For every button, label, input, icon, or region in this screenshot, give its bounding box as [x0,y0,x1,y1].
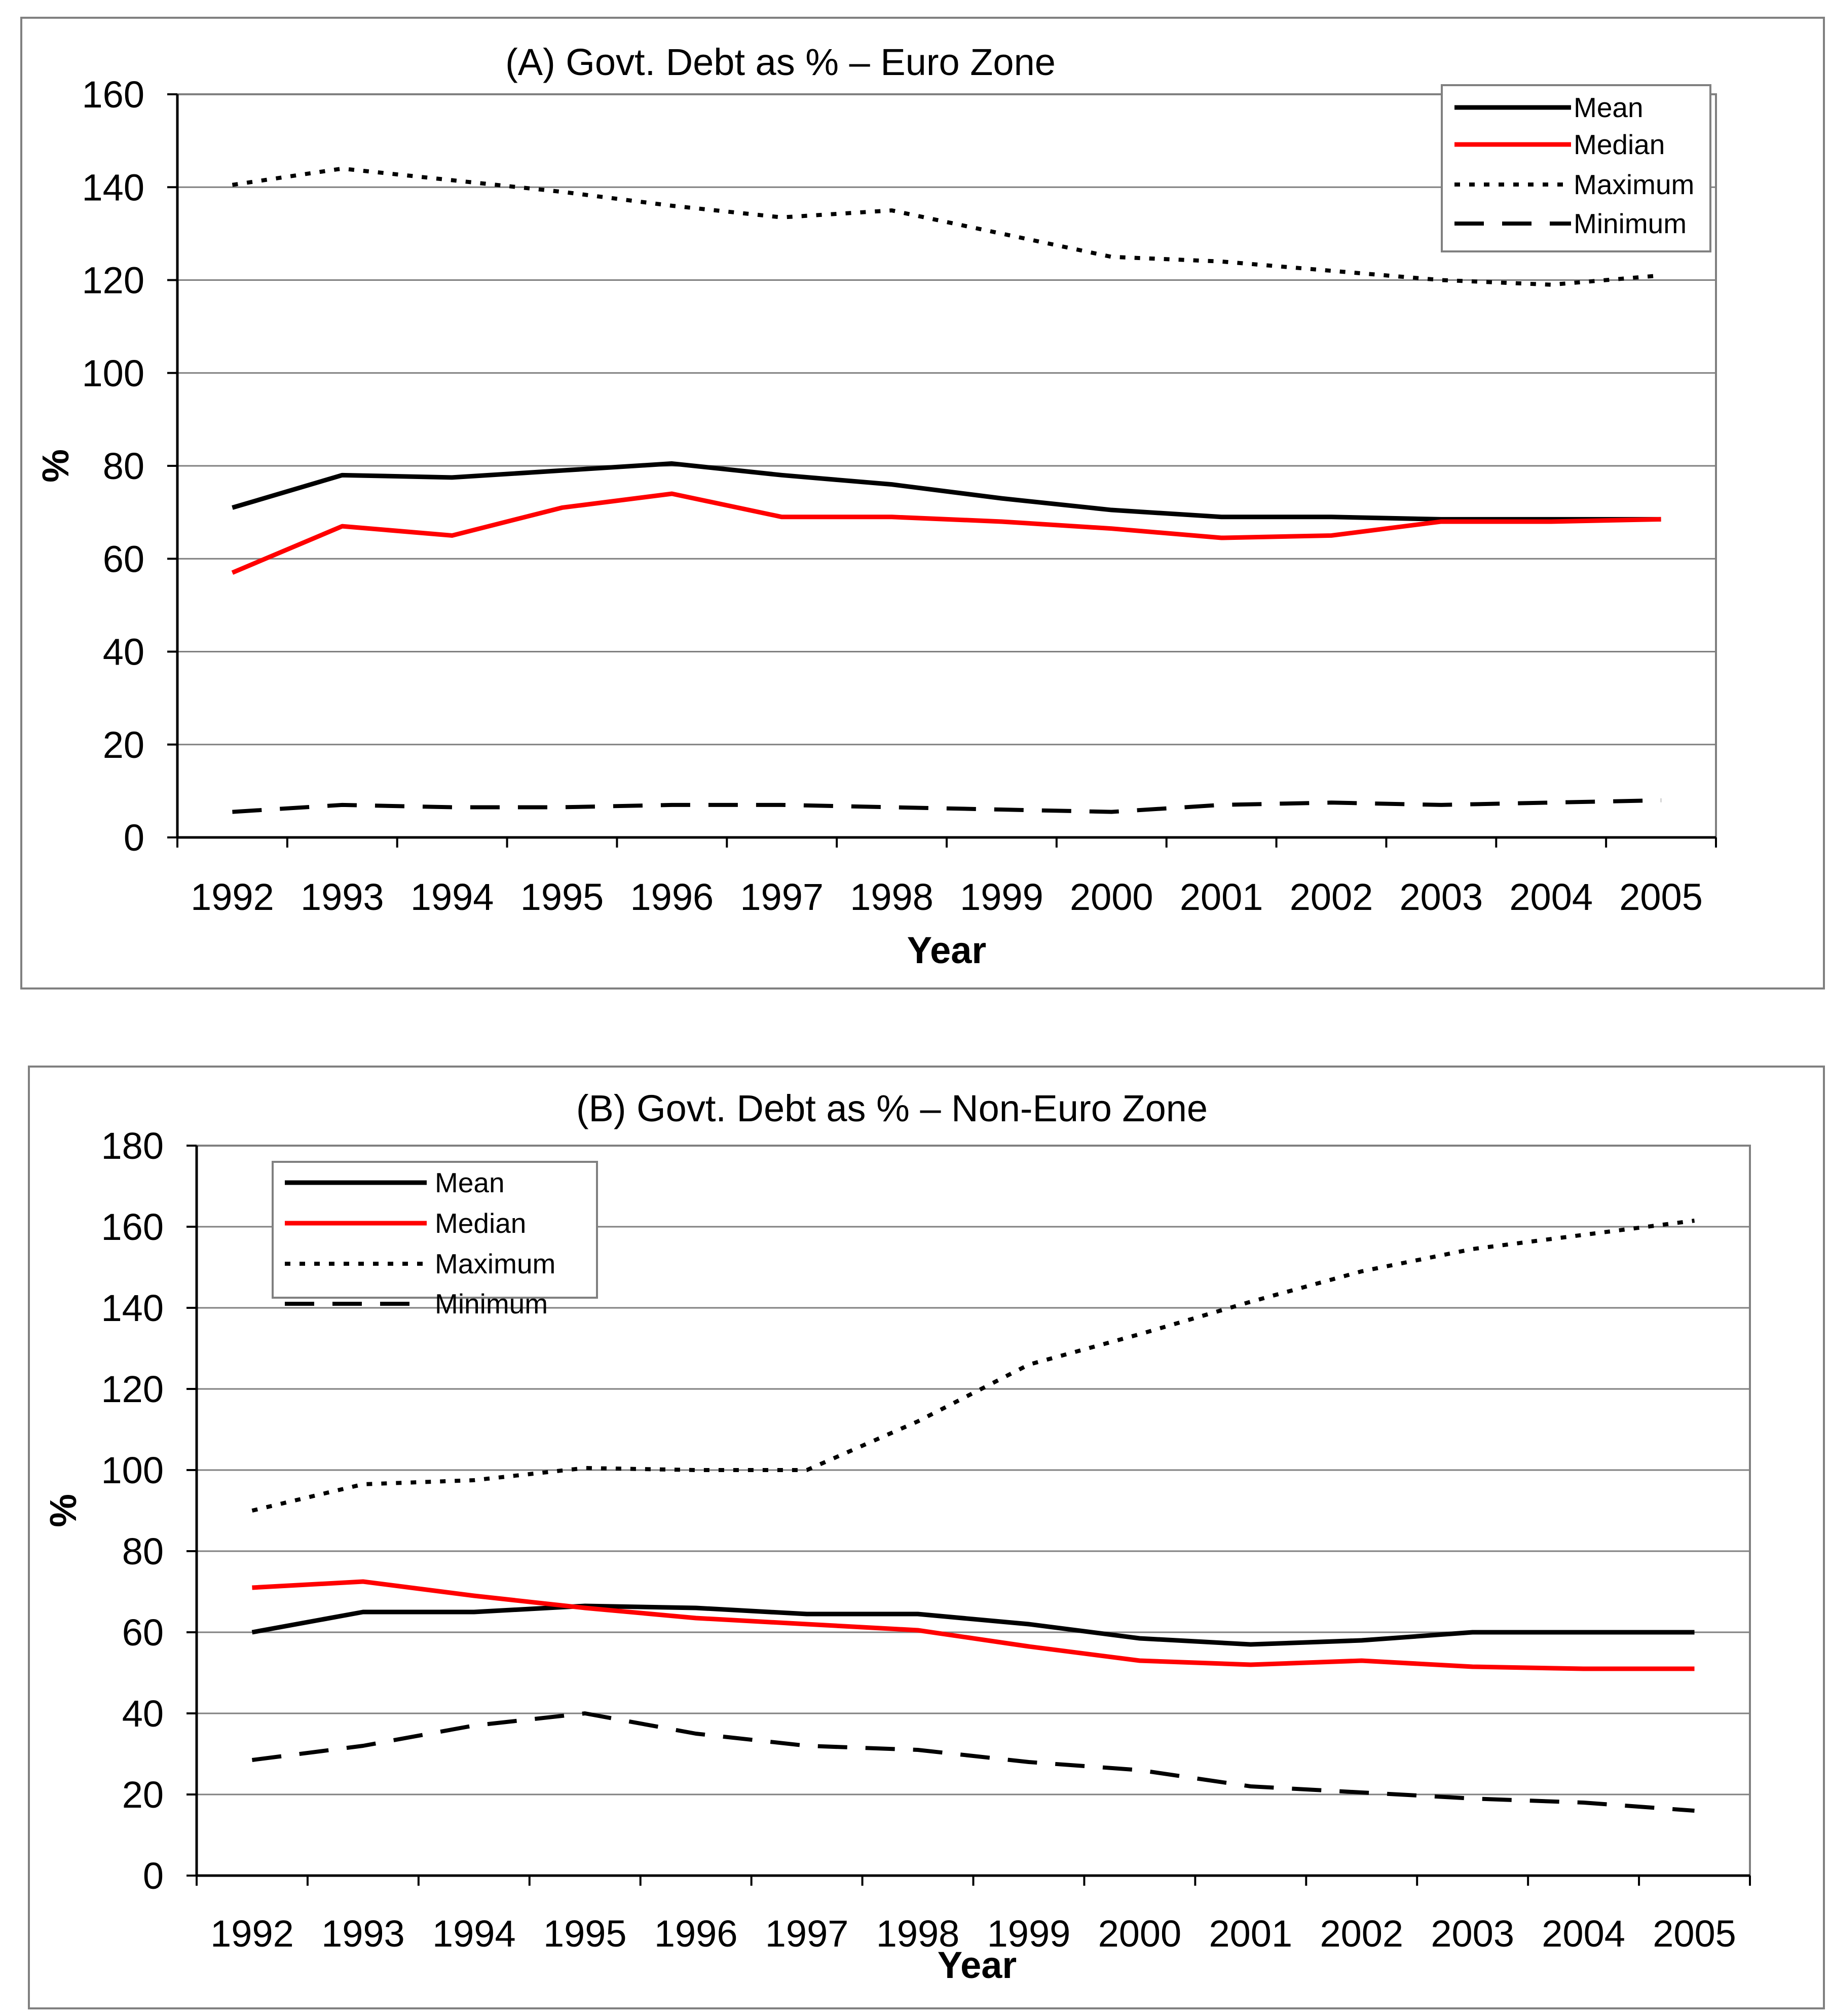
legend-label-median: Median [435,1207,526,1239]
legend-label-mean: Mean [1574,92,1644,123]
y-tick-label: 100 [82,352,144,394]
legend-label-mean: Mean [435,1167,505,1198]
x-tick-label-1994: 1994 [432,1913,516,1955]
y-tick-label: 120 [82,260,144,302]
legend: Mean Median Maximum Minimum [272,1161,598,1319]
chart-title: (B) Govt. Debt as % – Non-Euro Zone [576,1087,1208,1129]
series-line-mean [232,461,1661,522]
x-tick-label-1992: 1992 [210,1913,294,1955]
x-tick-label-2004: 2004 [1509,876,1593,918]
series-lines [251,1219,1695,1813]
x-tick-label-2001: 2001 [1209,1913,1293,1955]
x-tick-label-2005: 2005 [1653,1913,1736,1955]
series-line-maximum [232,166,1661,287]
x-tick-label-1999: 1999 [960,876,1043,918]
x-tick-label-1997: 1997 [765,1913,849,1955]
x-tick-label-2002: 2002 [1290,876,1373,918]
y-tick-labels: 0 20 40 60 80 100 120 140 160 180 [101,1125,197,1897]
y-tick-label: 40 [103,631,144,673]
series-line-minimum [251,1711,1695,1813]
y-tick-label: 120 [101,1368,164,1410]
y-tick-label: 20 [103,724,144,766]
y-tick-label: 40 [122,1693,164,1735]
x-tick-label-2003: 2003 [1431,1913,1514,1955]
legend-label-minimum: Minimum [435,1288,548,1319]
legend-box [1441,84,1711,252]
x-tick-label-1998: 1998 [850,876,933,918]
x-tick-label-1996: 1996 [654,1913,738,1955]
y-tick-label: 160 [82,74,144,116]
x-axis-label: Year [907,929,986,971]
y-tick-label: 80 [103,445,144,487]
x-tick-label-1992: 1992 [191,876,274,918]
y-tick-label: 160 [101,1206,164,1248]
y-tick-label: 100 [101,1449,164,1491]
x-tick-labels: 1992 1993 1994 1995 1996 1997 1998 1999 2000 2001… [196,1876,1751,1955]
chart-title: (A) Govt. Debt as % – Euro Zone [505,41,1056,83]
x-tick-label-2002: 2002 [1320,1913,1403,1955]
y-tick-labels: 0 20 40 60 80 100 120 140 160 [82,74,177,859]
x-tick-label-1997: 1997 [740,876,824,918]
legend-label-minimum: Minimum [1574,208,1687,239]
series-line-median [231,491,1661,575]
legend-box [272,1161,598,1299]
y-tick-label: 0 [124,817,144,859]
y-tick-label: 60 [103,538,144,580]
x-tick-label-1995: 1995 [543,1913,627,1955]
x-tick-label-2001: 2001 [1180,876,1263,918]
legend-label-median: Median [1574,129,1665,160]
x-tick-label-2003: 2003 [1400,876,1483,918]
x-tick-label-2004: 2004 [1542,1913,1625,1955]
x-tick-label-2000: 2000 [1070,876,1153,918]
y-tick-label: 140 [82,166,144,208]
y-tick-label: 80 [122,1530,164,1572]
x-tick-labels: 1992 1993 1994 1995 1996 1997 1998 1999 2000 2001… [176,837,1717,918]
series-lines [231,166,1661,814]
x-tick-label-1996: 1996 [630,876,714,918]
x-axis-label: Year [938,1944,1017,1986]
y-axis-label: % [34,449,77,483]
series-line-median [252,1579,1695,1671]
y-tick-label: 60 [122,1611,164,1654]
y-tick-label: 140 [101,1287,164,1329]
x-tick-label-1993: 1993 [301,876,384,918]
title-backdrop [416,35,1145,89]
legend: Mean Median Maximum Minimum [1441,84,1711,252]
series-line-minimum [232,798,1661,814]
x-tick-label-1999: 1999 [987,1913,1071,1955]
x-tick-label-1998: 1998 [876,1913,960,1955]
title-backdrop [547,1089,1247,1140]
x-tick-label-2000: 2000 [1098,1913,1182,1955]
legend-label-maximum: Maximum [435,1248,555,1279]
x-tick-label-1995: 1995 [520,876,604,918]
y-tick-label: 20 [122,1774,164,1816]
series-line-mean [251,1603,1695,1647]
y-tick-label: 0 [143,1855,164,1897]
x-tick-label-1994: 1994 [410,876,494,918]
x-tick-label-2005: 2005 [1619,876,1703,918]
y-tick-label: 180 [101,1125,164,1167]
legend-label-maximum: Maximum [1574,169,1694,200]
y-axis-label: % [42,1494,84,1527]
x-tick-label-1993: 1993 [321,1913,405,1955]
gridlines [197,1145,1750,1795]
